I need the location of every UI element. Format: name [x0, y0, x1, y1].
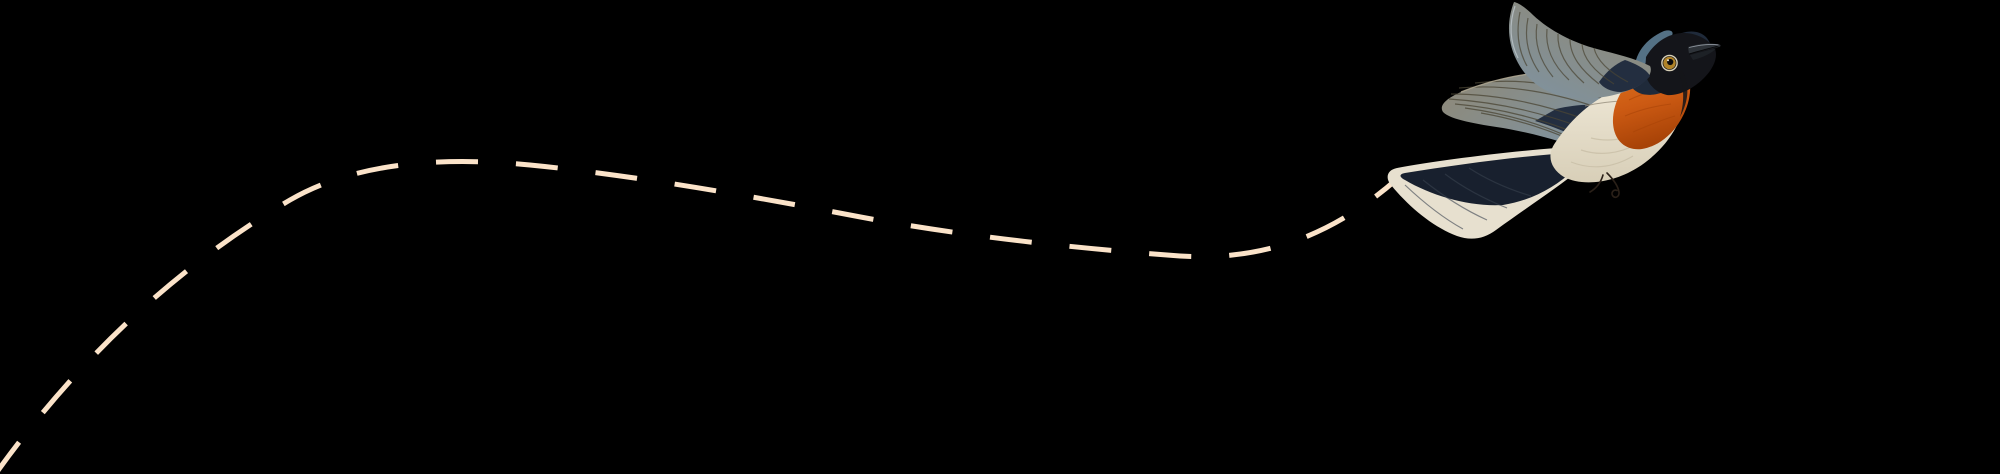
beak-lower-mandible: [1690, 48, 1716, 60]
far-wing-striations: [1517, 11, 1629, 85]
bird-eye: [1661, 54, 1678, 72]
far-wing-leading-edge: [1510, 5, 1519, 59]
bird-tail: [1387, 146, 1585, 239]
tail-dark-feathers: [1400, 152, 1585, 206]
eye-glint: [1667, 59, 1669, 62]
bird-claw: [1589, 172, 1620, 199]
eye-ring: [1661, 54, 1678, 72]
bird-far-wing: [1508, 2, 1651, 99]
far-wing-base-navy: [1599, 60, 1650, 92]
beak-top-highlight: [1688, 43, 1719, 48]
beak-mouth-gap: [1688, 45, 1719, 55]
neck-stripe: [1678, 70, 1688, 117]
flight-path-curve: [0, 159, 1399, 473]
bird-illustration: [1387, 2, 1721, 239]
bird-beak: [1688, 43, 1721, 60]
tail-feather-separations: [1404, 167, 1532, 230]
